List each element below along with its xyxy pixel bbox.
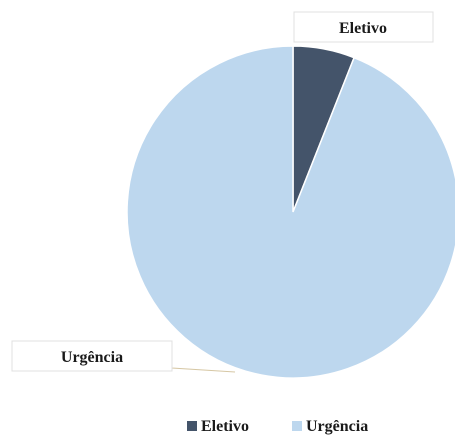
legend-swatch-urgencia <box>292 421 302 431</box>
legend-label-eletivo: Eletivo <box>201 418 249 435</box>
legend-label-urgencia: Urgência <box>306 418 368 435</box>
data-label-urgencia: Urgência <box>61 349 123 366</box>
pie-slices <box>126 45 455 379</box>
legend-swatch-eletivo <box>187 421 197 431</box>
callout-urgencia: Urgência <box>11 340 236 373</box>
callout-eletivo-box <box>293 11 434 43</box>
data-label-eletivo: Eletivo <box>339 20 387 37</box>
callout-eletivo: Eletivo <box>293 11 434 43</box>
pie-slice-urgencia <box>126 45 455 379</box>
legend: Eletivo Urgência <box>187 418 368 435</box>
callout-urgencia-box <box>11 340 173 372</box>
